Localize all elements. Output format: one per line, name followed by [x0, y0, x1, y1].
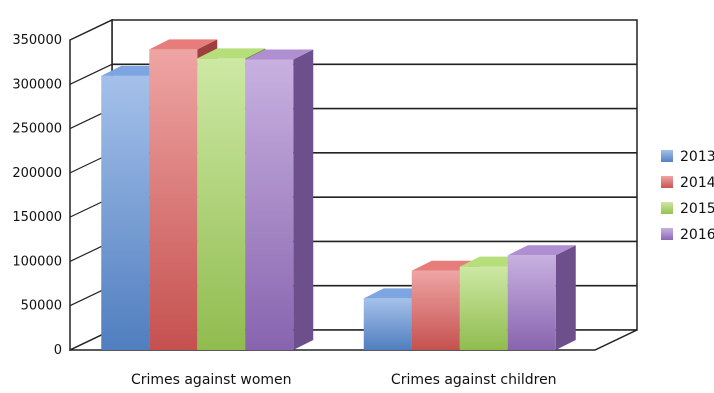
bar-side: [555, 245, 576, 350]
bar-front: [459, 266, 508, 350]
bar-front: [507, 255, 556, 350]
y-tick-label-0: 0: [54, 343, 62, 358]
y-tick-label-100000: 100000: [12, 254, 62, 269]
y-tick-label-300000: 300000: [12, 77, 62, 92]
x-category-label-1: Crimes against children: [391, 372, 557, 388]
bar-front: [363, 298, 412, 350]
bar-front: [197, 58, 246, 351]
legend-label-2014: 2014: [680, 175, 714, 191]
y-tick-label-150000: 150000: [12, 210, 62, 225]
legend-swatch-2013: [661, 150, 673, 162]
bar-top: [507, 245, 576, 256]
legend: 2013 2014 2015 2016: [661, 149, 714, 243]
x-category-label-0: Crimes against women: [131, 372, 292, 388]
y-tick-label-200000: 200000: [12, 166, 62, 181]
bar-top: [197, 48, 266, 59]
legend-label-2016: 2016: [680, 227, 714, 243]
y-tick-label-50000: 50000: [21, 299, 62, 314]
bar-front: [245, 59, 294, 350]
bars: [101, 39, 576, 351]
bar-side: [293, 49, 314, 350]
legend-label-2013: 2013: [680, 149, 714, 165]
bar-2016-children: [507, 245, 576, 350]
legend-swatch-2016: [661, 228, 673, 240]
legend-label-2015: 2015: [680, 201, 714, 217]
gridline-side-300000: [69, 63, 113, 85]
legend-swatch-2014: [661, 176, 673, 188]
bar-front: [101, 75, 150, 350]
bar-top: [245, 49, 314, 60]
y-tick-label-250000: 250000: [12, 122, 62, 137]
bar-top: [149, 39, 218, 50]
y-tick-label-350000: 350000: [12, 33, 62, 48]
bar-2016-women: [245, 49, 314, 350]
bar-front: [411, 270, 460, 350]
legend-swatch-2015: [661, 202, 673, 214]
bar-front: [149, 49, 198, 351]
